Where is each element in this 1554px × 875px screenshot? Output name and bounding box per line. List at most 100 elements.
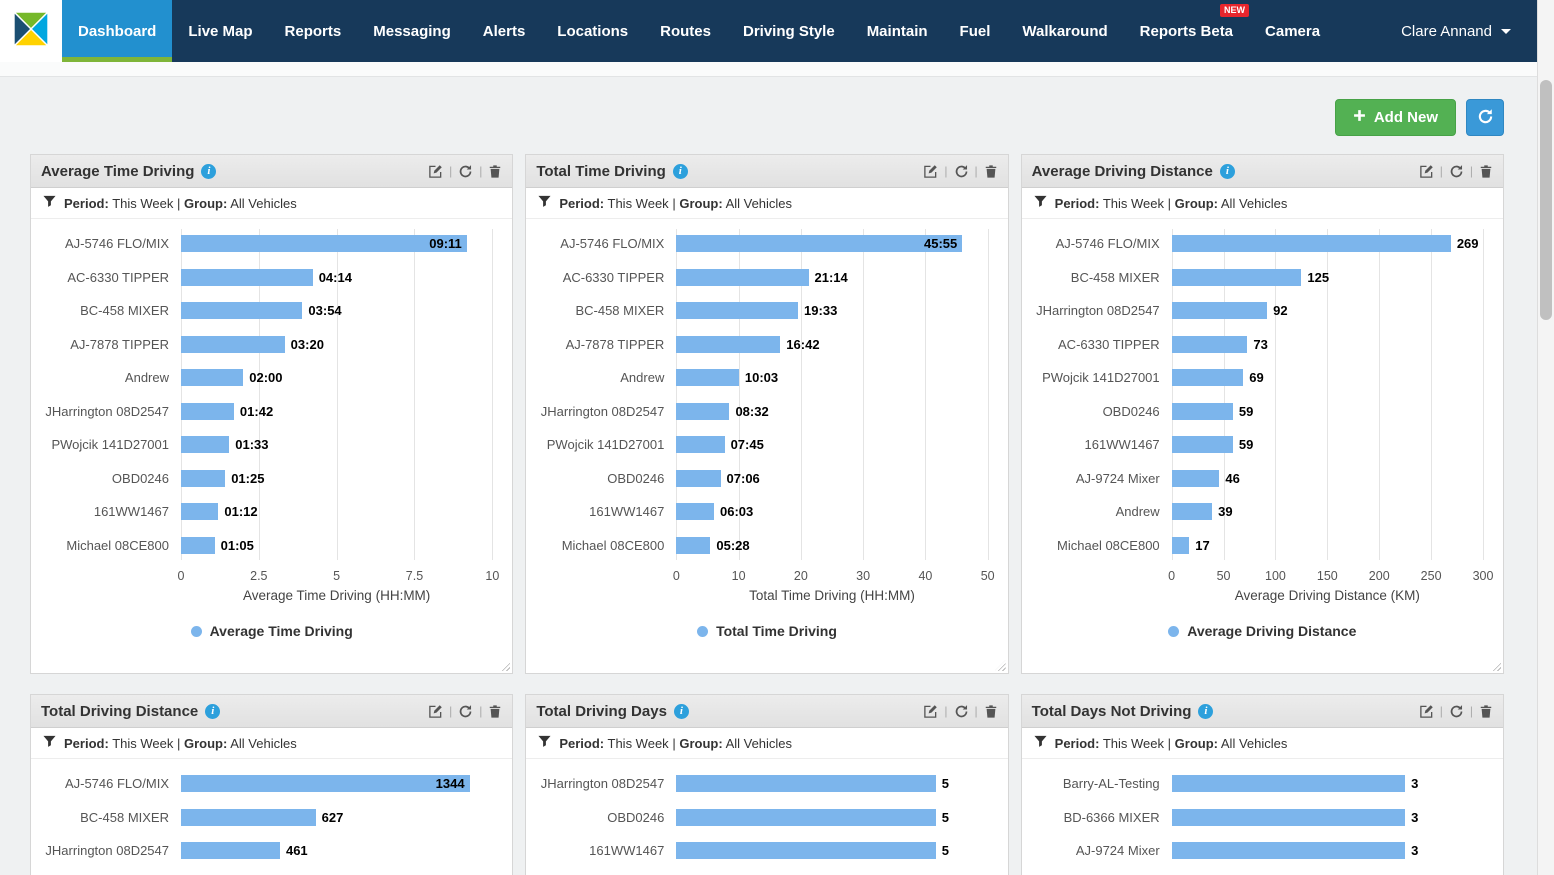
bar[interactable] [676,503,714,521]
bar[interactable]: 09:11 [181,235,467,253]
bar[interactable] [181,536,215,554]
chart-row: AJ-5746 FLO/MIX 09:11 [31,227,512,261]
nav-item-reports[interactable]: Reports [269,0,358,62]
info-icon[interactable]: i [201,163,217,179]
bar[interactable] [181,436,230,454]
bar[interactable] [1171,369,1244,387]
bar[interactable] [1171,536,1190,554]
scrollbar-thumb[interactable] [1540,80,1552,320]
bar[interactable] [181,268,313,286]
info-icon[interactable]: i [205,703,221,719]
user-menu[interactable]: Clare Annand [1375,0,1537,62]
edit-icon[interactable] [428,704,443,719]
chart-legend[interactable]: Average Time Driving [31,623,512,639]
refresh-icon[interactable] [954,704,969,719]
nav-item-messaging[interactable]: Messaging [357,0,467,62]
delete-icon[interactable] [984,164,998,179]
bar[interactable] [1171,808,1406,826]
refresh-icon[interactable] [1449,704,1464,719]
bar[interactable] [181,302,303,320]
bar[interactable] [181,503,219,521]
bar[interactable] [676,369,739,387]
nav-item-walkaround[interactable]: Walkaround [1006,0,1123,62]
bar[interactable] [1171,235,1451,253]
filter-separator: | [1167,735,1172,751]
nav-item-camera[interactable]: Camera [1249,0,1336,62]
delete-icon[interactable] [1479,164,1493,179]
edit-icon[interactable] [1419,704,1434,719]
bar[interactable] [1171,775,1406,793]
bar[interactable] [676,469,721,487]
bar[interactable] [676,335,781,353]
app-logo[interactable] [0,0,62,62]
edit-icon[interactable] [428,164,443,179]
bar[interactable] [1171,469,1220,487]
nav-item-alerts[interactable]: Alerts [467,0,542,62]
nav-item-label: Live Map [188,22,253,40]
top-nav: Dashboard Live Map Reports Messaging Alerts L… [0,0,1537,62]
bar[interactable] [676,536,711,554]
refresh-icon[interactable] [458,164,473,179]
nav-item-fuel[interactable]: Fuel [944,0,1007,62]
add-new-button[interactable]: Add New [1334,99,1456,136]
axis-tick-label: 20 [793,569,808,583]
bar[interactable] [676,268,809,286]
x-axis-title: Total Time Driving (HH:MM) [749,588,915,603]
delete-icon[interactable] [1479,704,1493,719]
nav-item-driving-style[interactable]: Driving Style [727,0,851,62]
bar[interactable] [676,436,725,454]
bar[interactable]: 1344 [181,775,470,793]
bar[interactable] [181,402,234,420]
bar[interactable] [181,842,280,860]
info-icon[interactable]: i [1219,163,1235,179]
bar[interactable] [676,775,936,793]
resize-handle-icon[interactable] [994,660,1006,671]
bar-track: 3 [1171,767,1483,801]
info-icon[interactable]: i [672,163,688,179]
chart-legend[interactable]: Total Time Driving [526,623,1007,639]
bar[interactable] [676,842,936,860]
bar[interactable] [1171,268,1302,286]
bar[interactable] [181,808,316,826]
nav-item-dashboard[interactable]: Dashboard [62,0,173,62]
bar[interactable] [1171,302,1268,320]
delete-icon[interactable] [488,164,502,179]
nav-item-locations[interactable]: Locations [541,0,644,62]
nav-item-live-map[interactable]: Live Map [172,0,268,62]
edit-icon[interactable] [923,704,938,719]
chart-row: 161WW1467 5 [526,834,1007,868]
refresh-icon[interactable] [1449,164,1464,179]
axis-tick-label: 10 [485,569,500,583]
resize-handle-icon[interactable] [1490,660,1501,671]
axis-tick-label: 200 [1368,569,1390,583]
delete-icon[interactable] [488,704,502,719]
bar[interactable] [1171,842,1406,860]
bar[interactable] [1171,402,1233,420]
bar[interactable] [1171,335,1248,353]
refresh-icon[interactable] [458,704,473,719]
resize-handle-icon[interactable] [499,660,511,671]
bar[interactable] [181,369,244,387]
bar[interactable] [676,808,936,826]
bar[interactable] [676,402,730,420]
page-scrollbar[interactable] [1537,0,1554,875]
chart-row: JHarrington 08D2547 461 [31,834,512,868]
refresh-dashboard-button[interactable] [1466,99,1504,136]
delete-icon[interactable] [984,704,998,719]
bar[interactable] [181,335,285,353]
edit-icon[interactable] [1419,164,1434,179]
bar-track: 627 [181,801,492,835]
bar[interactable]: 45:55 [676,235,963,253]
bar[interactable] [676,302,799,320]
bar[interactable] [1171,503,1213,521]
refresh-icon[interactable] [954,164,969,179]
nav-item-reports-beta[interactable]: Reports Beta NEW [1124,0,1250,62]
bar[interactable] [1171,436,1233,454]
bar[interactable] [181,469,226,487]
chart-legend[interactable]: Average Driving Distance [1022,623,1503,639]
nav-item-routes[interactable]: Routes [644,0,727,62]
info-icon[interactable]: i [673,703,689,719]
edit-icon[interactable] [923,164,938,179]
nav-item-maintain[interactable]: Maintain [851,0,944,62]
info-icon[interactable]: i [1198,703,1214,719]
